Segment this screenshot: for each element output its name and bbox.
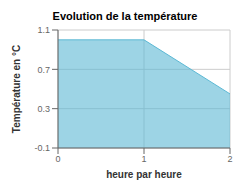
html-text:Evolution de la température: Evolution de la température [52,10,198,22]
svg-text:-0.1: -0.1 [34,143,50,153]
svg-text:heure par heure: heure par heure [106,169,182,180]
svg-text:1.1: 1.1 [37,25,50,35]
svg-text:Température en °C: Température en °C [11,45,22,133]
svg-text:0.7: 0.7 [37,65,50,75]
svg-text:0.3: 0.3 [37,104,50,114]
svg-text:1: 1 [141,154,146,164]
svg-text:0: 0 [55,154,60,164]
svg-text:2: 2 [227,154,232,164]
